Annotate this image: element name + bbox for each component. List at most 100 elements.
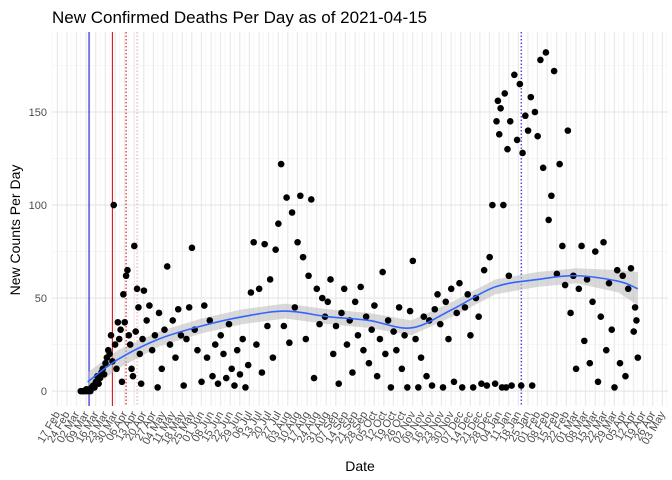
data-point xyxy=(222,374,230,382)
data-point xyxy=(313,285,321,293)
data-point xyxy=(136,350,144,358)
data-point xyxy=(398,365,406,373)
data-point xyxy=(231,382,238,389)
data-point xyxy=(121,318,129,326)
data-point xyxy=(185,304,193,311)
data-point xyxy=(329,350,337,358)
data-point xyxy=(478,380,485,387)
data-point xyxy=(619,272,627,280)
data-point xyxy=(115,335,123,343)
data-point xyxy=(275,220,282,227)
data-point xyxy=(277,160,285,168)
data-point xyxy=(146,302,153,309)
data-point xyxy=(264,322,271,330)
data-point xyxy=(109,358,116,365)
data-point xyxy=(135,304,142,311)
data-point xyxy=(362,313,370,320)
data-point xyxy=(428,382,436,389)
data-point xyxy=(228,365,236,373)
data-point xyxy=(395,304,403,311)
data-point xyxy=(631,304,639,311)
data-point xyxy=(280,322,288,330)
data-point xyxy=(338,309,345,317)
data-point xyxy=(453,309,461,317)
data-point xyxy=(505,272,513,280)
data-point xyxy=(242,384,249,391)
data-point xyxy=(239,335,246,343)
data-point xyxy=(250,238,257,246)
data-point xyxy=(504,145,511,153)
data-point xyxy=(406,307,414,315)
data-point xyxy=(214,380,222,387)
data-point xyxy=(583,276,591,283)
data-point xyxy=(258,369,266,376)
data-point xyxy=(534,132,541,140)
data-point xyxy=(548,192,555,200)
data-point xyxy=(379,268,386,276)
data-point xyxy=(118,378,126,386)
data-point xyxy=(489,201,496,209)
data-point xyxy=(519,149,526,157)
data-point xyxy=(445,335,452,343)
data-point xyxy=(177,331,185,339)
data-point xyxy=(564,127,572,134)
data-point xyxy=(318,294,326,302)
data-point xyxy=(244,361,252,369)
data-point xyxy=(111,341,119,348)
data-point xyxy=(524,127,532,134)
data-point xyxy=(200,302,208,309)
data-point xyxy=(272,246,279,254)
data-point xyxy=(126,341,134,348)
data-point xyxy=(169,317,177,324)
data-point xyxy=(531,108,539,116)
data-point xyxy=(486,253,493,261)
data-point xyxy=(384,317,392,324)
data-point xyxy=(537,56,544,64)
data-point xyxy=(357,283,364,291)
data-point xyxy=(365,359,373,367)
data-point xyxy=(409,257,417,265)
data-point xyxy=(436,320,444,328)
y-tick-label: 100 xyxy=(29,200,47,212)
data-point xyxy=(299,253,307,261)
data-point xyxy=(125,331,133,339)
data-point xyxy=(627,265,635,272)
data-point xyxy=(556,160,563,168)
data-point xyxy=(194,346,201,354)
data-point xyxy=(188,244,196,252)
data-point xyxy=(497,104,504,112)
data-point xyxy=(113,365,120,373)
data-point xyxy=(376,335,384,343)
data-point xyxy=(354,331,362,339)
data-point xyxy=(324,298,332,306)
data-point xyxy=(447,285,455,293)
data-point xyxy=(225,320,233,328)
data-point xyxy=(163,263,171,270)
data-point xyxy=(561,281,569,289)
data-point xyxy=(417,354,425,361)
data-point xyxy=(467,331,474,339)
data-point xyxy=(161,326,168,334)
data-point xyxy=(180,382,188,389)
data-point xyxy=(550,67,558,75)
data-point xyxy=(567,309,574,317)
data-point xyxy=(297,192,304,200)
data-point xyxy=(148,346,156,354)
data-point xyxy=(107,331,115,339)
data-point xyxy=(475,313,482,320)
data-point xyxy=(581,337,588,345)
data-point xyxy=(283,194,290,201)
data-point xyxy=(174,305,182,313)
data-point xyxy=(117,326,124,334)
data-point xyxy=(513,136,521,144)
data-point xyxy=(501,90,509,97)
data-point xyxy=(269,354,277,361)
data-point xyxy=(247,289,255,296)
data-point xyxy=(539,164,547,172)
y-tick-label: 50 xyxy=(35,293,47,305)
data-point xyxy=(154,384,161,391)
data-point xyxy=(286,339,293,347)
